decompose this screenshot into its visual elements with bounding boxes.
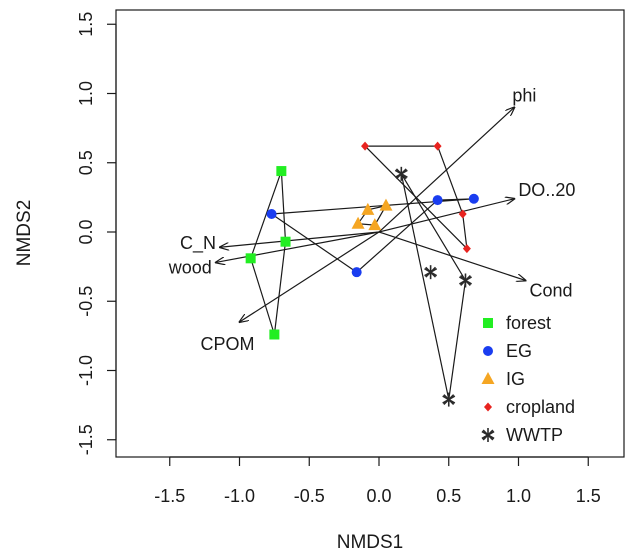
y-tick-label-6: 1.0: [76, 81, 96, 106]
x-tick-label-1: -1.5: [154, 486, 185, 506]
point-wwtp-4: [442, 392, 456, 407]
vector-label-wood: wood: [168, 257, 212, 277]
legend-marker-ig: [481, 372, 495, 384]
legend-label-ig: IG: [506, 369, 525, 389]
y-axis: -1.5 -1.0 -0.5 0.0 0.5 1.0 1.5: [76, 12, 117, 455]
point-cropland-4: [462, 244, 471, 254]
point-eg-3: [432, 195, 443, 206]
vector-arrow-phi: [378, 107, 514, 233]
x-tick-label-7: 1.5: [576, 486, 601, 506]
y-tick-label-3: -0.5: [76, 286, 96, 317]
vector-arrow-cond: [378, 231, 525, 280]
point-forest-1: [276, 166, 287, 177]
vector-arrow-do-20: [378, 199, 514, 233]
vector-label-cond: Cond: [529, 280, 572, 300]
legend-marker-eg: [483, 346, 493, 356]
point-wwtp-3: [459, 273, 472, 288]
legend: forest EG IG cropland WWTP: [481, 313, 575, 445]
legend-marker-wwtp: [481, 428, 495, 442]
y-tick-label-4: 0.0: [76, 219, 96, 244]
legend-marker-cropland: [484, 402, 492, 412]
x-tick-label-4: 0.0: [366, 486, 391, 506]
point-ig-4: [351, 216, 365, 229]
vector-arrow-wood: [216, 231, 380, 262]
vector-label-cpom: CPOM: [201, 334, 255, 354]
y-tick-label-1: -1.5: [76, 424, 96, 455]
legend-label-cropland: cropland: [506, 397, 575, 417]
hull-wwtp: [400, 173, 467, 400]
x-tick-label-3: -0.5: [294, 486, 325, 506]
hull-layer: [250, 145, 474, 400]
x-tick-label-2: -1.0: [224, 486, 255, 506]
x-axis: -1.5 -1.0 -0.5 0.0 0.5 1.0 1.5: [154, 456, 601, 506]
point-eg-4: [468, 193, 479, 204]
legend-label-wwtp: WWTP: [506, 425, 563, 445]
point-eg-2: [351, 267, 362, 278]
x-axis-title: NMDS1: [337, 532, 404, 553]
y-tick-label-2: -1.0: [76, 355, 96, 386]
legend-marker-forest: [483, 318, 493, 328]
point-forest-2: [280, 236, 291, 247]
point-cropland-1: [361, 141, 370, 151]
vector-label-c-n: C_N: [180, 233, 216, 254]
point-cropland-3: [458, 209, 467, 219]
y-tick-label-7: 1.5: [76, 12, 96, 37]
legend-label-forest: forest: [506, 313, 551, 333]
vector-label-do-20: DO..20: [518, 180, 575, 200]
vector-arrow-c-n: [220, 231, 380, 247]
point-forest-4: [269, 329, 280, 340]
point-layer: [245, 141, 479, 407]
point-ig-3: [368, 218, 382, 231]
point-forest-3: [245, 253, 256, 264]
legend-label-eg: EG: [506, 341, 532, 361]
vector-label-phi: phi: [512, 85, 536, 105]
y-axis-title: NMDS2: [14, 200, 35, 267]
point-wwtp-2: [424, 265, 438, 280]
point-ig-2: [379, 198, 393, 211]
x-tick-label-5: 0.5: [436, 486, 461, 506]
point-wwtp-1: [394, 166, 408, 181]
point-eg-1: [266, 208, 277, 219]
point-cropland-2: [433, 141, 442, 151]
x-tick-label-6: 1.0: [506, 486, 531, 506]
y-tick-label-5: 0.5: [76, 150, 96, 175]
point-ig-1: [361, 202, 375, 215]
vector-arrow-cpom: [240, 231, 380, 322]
